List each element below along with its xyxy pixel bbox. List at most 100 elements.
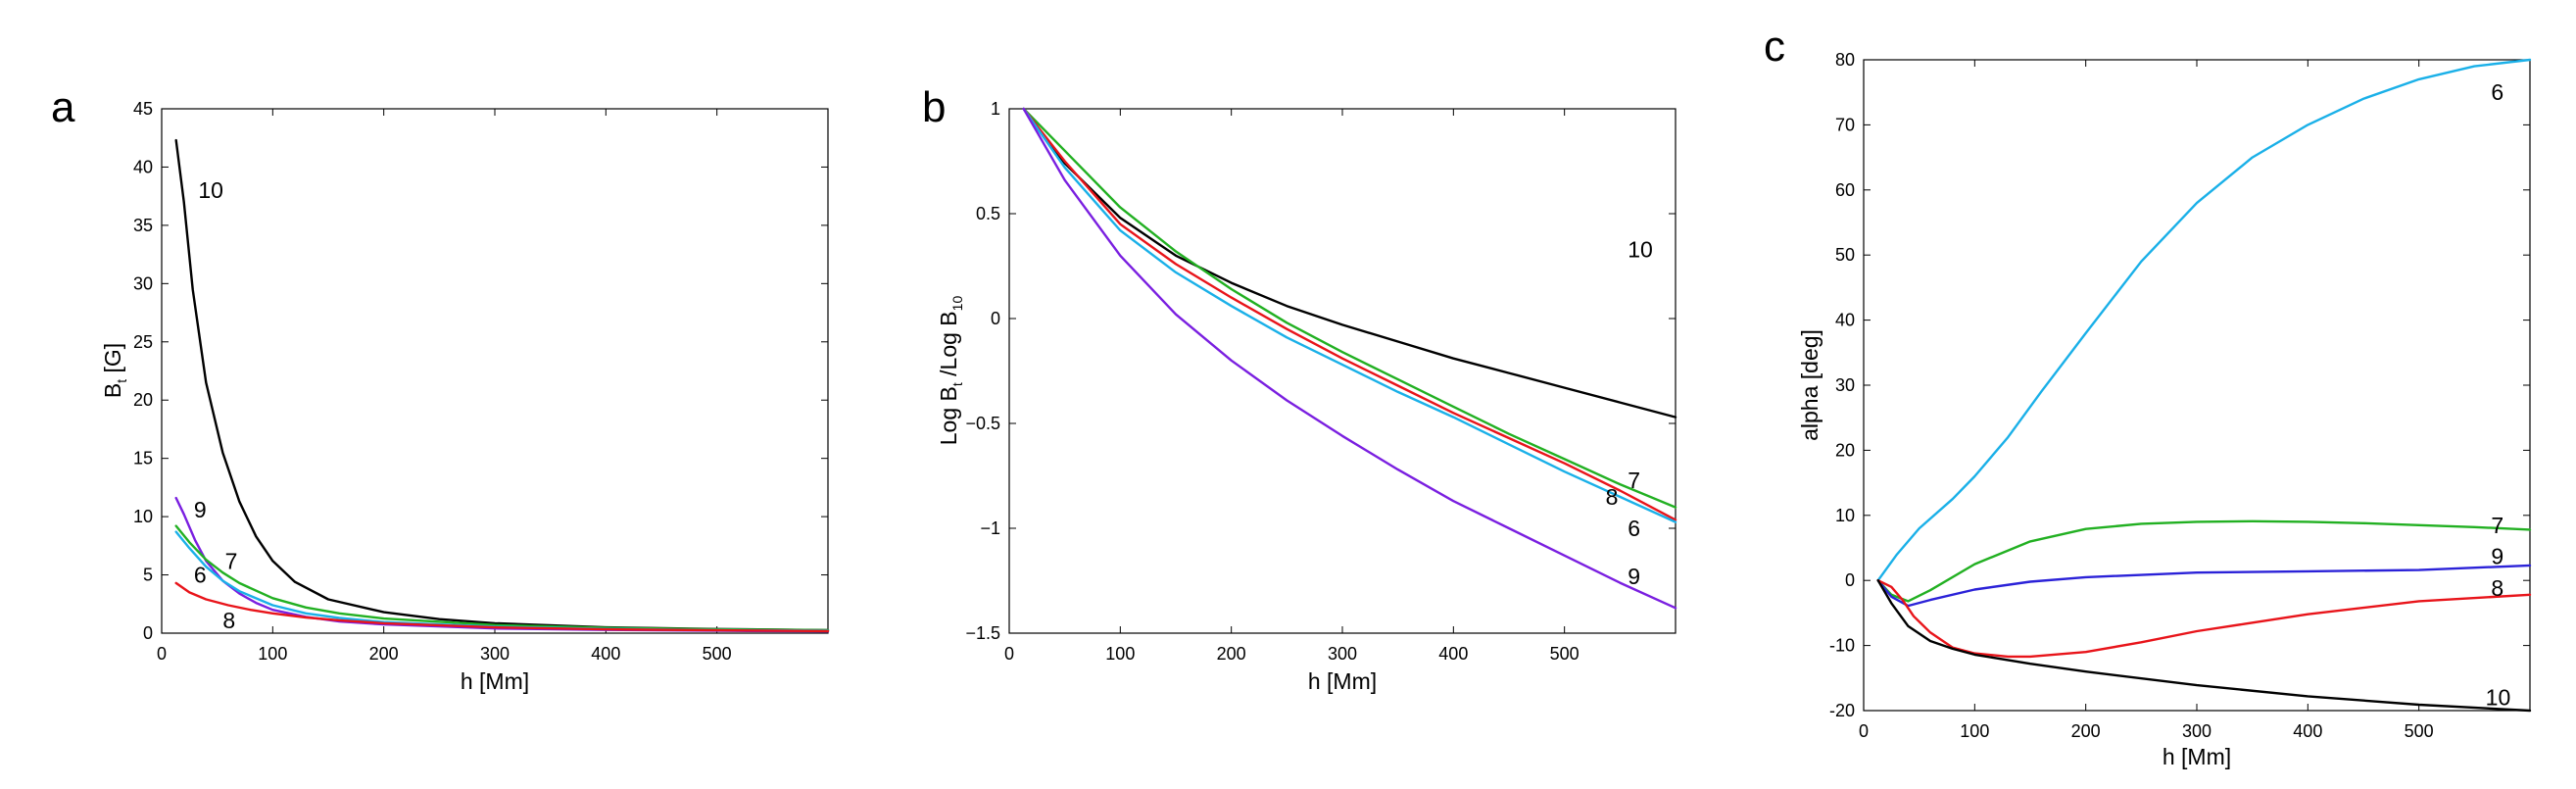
series-7-label: 7: [2491, 513, 2503, 538]
series-8-line: [1876, 579, 2532, 659]
y-tick-label: 0: [1845, 570, 1855, 590]
series-8-label: 8: [1606, 484, 1619, 510]
series-6-line: [174, 530, 830, 632]
series-6-label: 6: [2491, 79, 2503, 105]
x-tick-label: 200: [2071, 721, 2101, 741]
panel-letter-a: a: [51, 83, 75, 131]
series-6-line: [1022, 107, 1677, 523]
y-tick-label: 80: [1835, 50, 1855, 70]
x-tick-label: 300: [2182, 721, 2211, 741]
series-8-line: [174, 581, 830, 633]
y-tick-label: 1: [991, 99, 1000, 119]
series-9-label: 9: [2491, 544, 2503, 569]
panel-b: b 0 100 200 300 400 500 −1.5 −1 −0.5 0 0.5 1 10 786 9…: [922, 83, 1677, 694]
y-axis-label-a-tail: [G]: [100, 343, 125, 379]
y-tick-label: 0: [143, 623, 153, 643]
panel-letter-b: b: [922, 83, 946, 131]
y-tick-label: 10: [1835, 506, 1855, 525]
series-10-label: 10: [198, 177, 223, 203]
y-tick-label: 0: [991, 309, 1000, 328]
y-tick-label: 10: [133, 507, 153, 526]
ticks-a: 0 100 200 300 400 500 0 5 10 15 20 25 30 35 40 45: [133, 99, 828, 664]
x-axis-label-b: h [Mm]: [1308, 668, 1377, 694]
y-tick-label: 40: [1835, 311, 1855, 330]
x-tick-label: 100: [1105, 644, 1135, 664]
y-tick-label: 70: [1835, 115, 1855, 134]
y-tick-label: 30: [133, 273, 153, 293]
x-tick-label: 400: [2293, 721, 2322, 741]
x-tick-label: 300: [480, 644, 510, 664]
y-axis-label-b-a: Log B: [936, 386, 961, 445]
y-tick-label: -20: [1829, 701, 1855, 720]
series-7-label: 7: [225, 548, 238, 573]
series-7-label: 7: [1628, 468, 1640, 493]
series-10-label: 10: [2486, 685, 2511, 711]
x-tick-label: 100: [1960, 721, 1989, 741]
x-tick-label: 500: [703, 644, 732, 664]
curve-labels-a: 10 9 768: [194, 177, 238, 633]
y-tick-label: 20: [133, 390, 153, 410]
y-tick-label: 50: [1835, 245, 1855, 265]
y-axis-label-b-a-sub: t: [949, 382, 965, 386]
y-axis-label-b: Log Bt /Log B10: [936, 296, 965, 446]
series-6-label: 6: [194, 563, 207, 588]
x-tick-label: 300: [1328, 644, 1357, 664]
curves-b: [1022, 107, 1677, 610]
plot-frame-c: [1863, 59, 2531, 712]
series-10-line: [174, 138, 830, 632]
panel-c: c 0 100 200 300 400 500 -20 -10 0 10 20 30 40 50 60 70 8…: [1764, 23, 2532, 769]
y-tick-label: −0.5: [965, 414, 1000, 433]
y-tick-label: 45: [133, 99, 153, 119]
y-tick-label: −1: [980, 518, 1000, 538]
y-axis-label-c: alpha [deg]: [1797, 329, 1823, 441]
panel-letter-c: c: [1764, 23, 1785, 71]
plot-frame-a: [161, 108, 829, 634]
y-axis-label-a-sub: t: [114, 379, 129, 383]
x-tick-label: 0: [157, 644, 167, 664]
series-6-label: 6: [1628, 516, 1640, 541]
x-tick-label: 100: [258, 644, 287, 664]
y-tick-label: −1.5: [965, 623, 1000, 643]
x-tick-label: 500: [2405, 721, 2434, 741]
series-8-label: 8: [2491, 575, 2503, 601]
series-9-line: [1876, 564, 2532, 608]
series-7-line: [1876, 519, 2532, 603]
panel-a: a 0 100 200 300 400 500 0 5 10 15 20 25 30 35 40 45 10 9…: [51, 83, 830, 694]
curves-c: [1876, 58, 2532, 713]
series-10-line: [1876, 579, 2532, 713]
series-10-line: [1022, 107, 1677, 419]
y-axis-label-a-main: B: [100, 383, 125, 398]
series-10-label: 10: [1628, 236, 1653, 262]
y-tick-label: 40: [133, 157, 153, 176]
y-axis-label-b-b-sub: 10: [949, 296, 965, 312]
y-tick-label: 35: [133, 216, 153, 235]
series-9-label: 9: [1628, 564, 1640, 589]
series-9-line: [1022, 107, 1677, 610]
y-axis-label-a: Bt [G]: [100, 343, 129, 398]
curve-labels-b: 10 786 9: [1606, 236, 1653, 589]
y-tick-label: 25: [133, 332, 153, 352]
y-axis-label-b-b: /Log B: [936, 311, 961, 382]
x-tick-label: 0: [1859, 721, 1869, 741]
y-tick-label: 60: [1835, 180, 1855, 200]
y-tick-label: 15: [133, 449, 153, 468]
curve-labels-c: 6 7 9 8 10: [2486, 79, 2511, 711]
ticks-b: 0 100 200 300 400 500 −1.5 −1 −0.5 0 0.5 1: [965, 99, 1676, 664]
curves-a: [174, 138, 830, 633]
y-tick-label: 0.5: [976, 204, 1000, 223]
x-tick-label: 400: [1438, 644, 1468, 664]
x-axis-label-c: h [Mm]: [2163, 744, 2231, 769]
x-tick-label: 200: [369, 644, 399, 664]
series-8-line: [1022, 107, 1677, 521]
ticks-c: 0 100 200 300 400 500 -20 -10 0 10 20 30 40 50 60 70 80: [1829, 50, 2530, 741]
y-tick-label: 30: [1835, 375, 1855, 395]
y-tick-label: 5: [143, 566, 153, 585]
series-6-line: [1876, 58, 2532, 582]
series-9-label: 9: [194, 497, 207, 522]
x-tick-label: 200: [1217, 644, 1246, 664]
y-tick-label: -10: [1829, 636, 1855, 656]
y-tick-label: 20: [1835, 440, 1855, 460]
series-9-line: [174, 496, 830, 633]
series-8-label: 8: [222, 608, 235, 633]
